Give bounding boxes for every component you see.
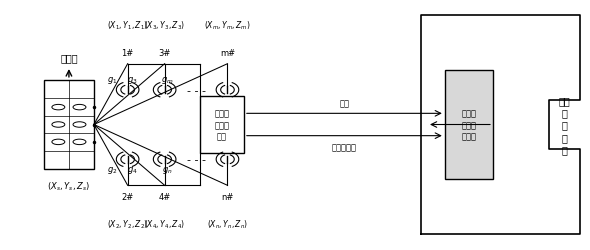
Text: - - -: - - - xyxy=(186,86,205,95)
Text: $(X_2,Y_2,Z_2)$: $(X_2,Y_2,Z_2)$ xyxy=(107,218,148,230)
Text: 数据分
析及处
理系统: 数据分 析及处 理系统 xyxy=(461,109,476,141)
Text: 电缆: 电缆 xyxy=(339,99,349,108)
Text: $g_1$: $g_1$ xyxy=(107,74,117,86)
Text: $g_n$: $g_n$ xyxy=(162,164,173,175)
Text: $g_3$: $g_3$ xyxy=(127,74,138,86)
Text: $(X_1,Y_1,Z_1)$: $(X_1,Y_1,Z_1)$ xyxy=(107,20,148,32)
Text: 4#: 4# xyxy=(159,192,171,201)
Text: $(X_3,Y_3,Z_3)$: $(X_3,Y_3,Z_3)$ xyxy=(144,20,185,32)
Text: $(X_n,Y_n,Z_n)$: $(X_n,Y_n,Z_n)$ xyxy=(207,218,248,230)
Text: $g_4$: $g_4$ xyxy=(127,164,138,175)
Text: $(X_s,Y_s,Z_s)$: $(X_s,Y_s,Z_s)$ xyxy=(47,180,90,192)
Bar xyxy=(200,96,244,154)
Text: $(X_m,Y_m,Z_m)$: $(X_m,Y_m,Z_m)$ xyxy=(204,20,251,32)
Text: - - -: - - - xyxy=(186,155,205,164)
Text: 变电
站
控
制
室: 变电 站 控 制 室 xyxy=(559,95,571,155)
Text: 3#: 3# xyxy=(159,49,171,58)
Text: 局放源: 局放源 xyxy=(60,53,78,63)
Text: $(X_4,Y_4,Z_4)$: $(X_4,Y_4,Z_4)$ xyxy=(144,218,185,230)
Text: $g_m$: $g_m$ xyxy=(161,74,173,86)
Bar xyxy=(44,80,94,170)
Text: $g_2$: $g_2$ xyxy=(107,164,117,175)
Text: 数据传输线: 数据传输线 xyxy=(332,142,357,151)
Text: 高速数
据采集
系统: 高速数 据采集 系统 xyxy=(214,109,230,141)
Bar xyxy=(445,70,493,180)
Text: n#: n# xyxy=(221,192,234,201)
Text: 1#: 1# xyxy=(122,49,134,58)
Text: 2#: 2# xyxy=(122,192,134,201)
Text: m#: m# xyxy=(220,49,235,58)
